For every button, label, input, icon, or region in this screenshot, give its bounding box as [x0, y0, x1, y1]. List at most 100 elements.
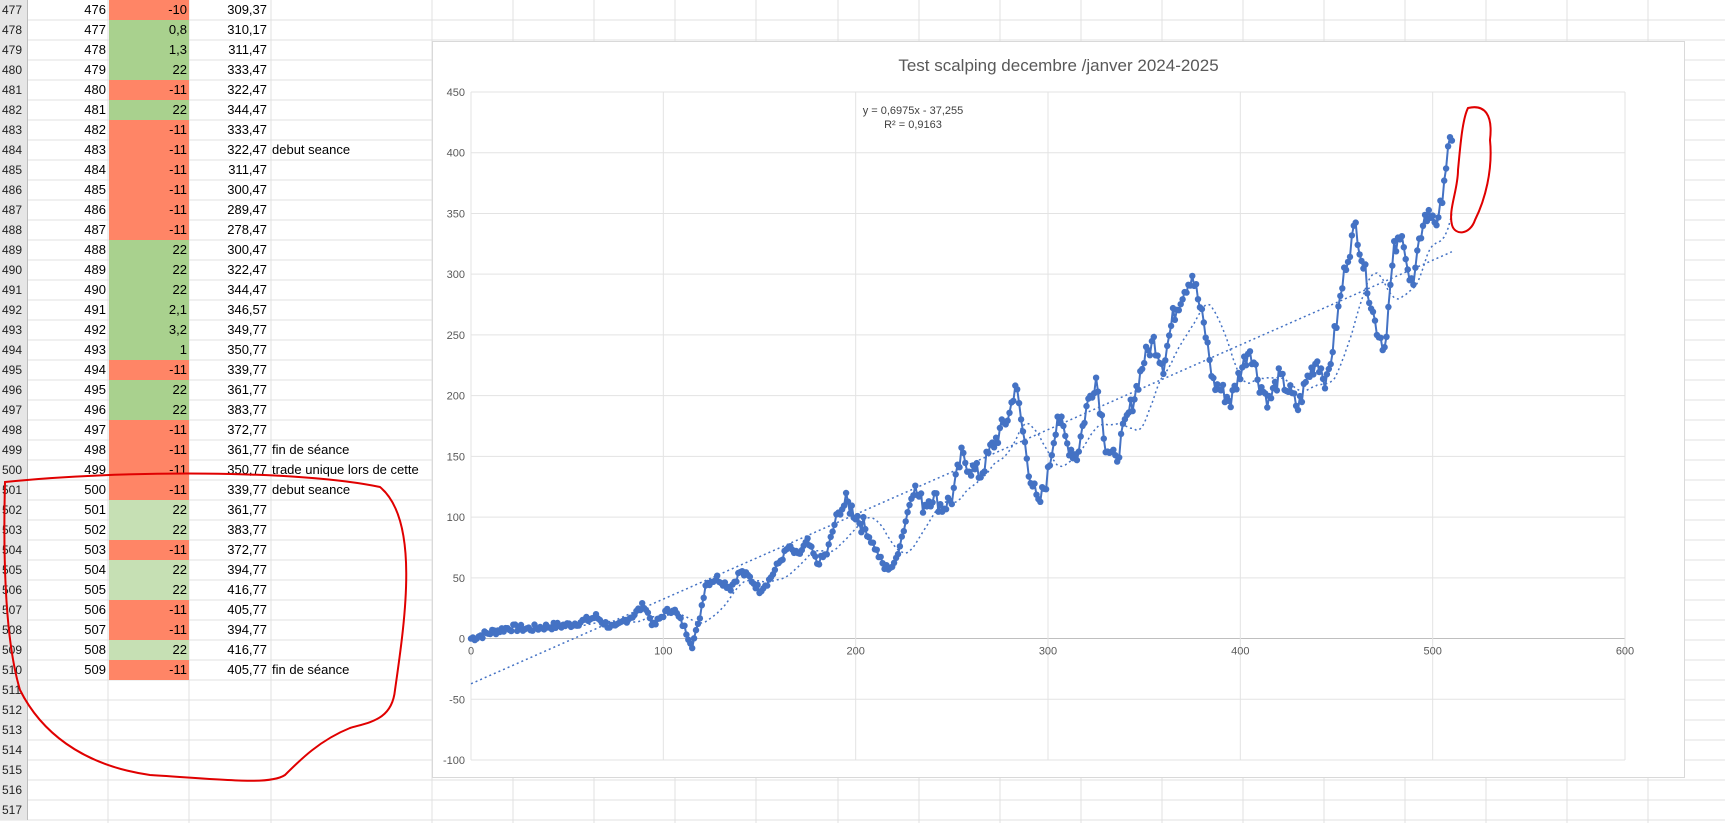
cell-result[interactable]: -11 — [109, 80, 189, 100]
cell-cumulative[interactable]: 333,47 — [227, 122, 267, 137]
cell-result[interactable]: 22 — [109, 400, 189, 420]
table-row[interactable]: 514 — [0, 740, 430, 760]
row-header[interactable]: 517 — [0, 800, 28, 820]
row-header[interactable]: 481 — [0, 80, 28, 100]
cell-cumulative[interactable]: 405,77 — [227, 662, 267, 677]
cell-cumulative[interactable]: 394,77 — [227, 622, 267, 637]
chart[interactable]: Test scalping decembre /janver 2024-2025… — [432, 41, 1685, 778]
table-row[interactable]: 491 490 22 344,47 — [0, 280, 430, 300]
cell-cumulative[interactable]: 350,77 — [227, 462, 267, 477]
table-row[interactable]: 507 506 -11 405,77 — [0, 600, 430, 620]
cell-index[interactable]: 507 — [84, 622, 106, 637]
table-row[interactable]: 508 507 -11 394,77 — [0, 620, 430, 640]
cell-index[interactable]: 488 — [84, 242, 106, 257]
row-header[interactable]: 505 — [0, 560, 28, 580]
row-header[interactable]: 511 — [0, 680, 28, 700]
row-header[interactable]: 482 — [0, 100, 28, 120]
table-row[interactable]: 502 501 22 361,77 — [0, 500, 430, 520]
cell-note[interactable]: fin de séance — [272, 442, 350, 457]
table-row[interactable]: 516 — [0, 780, 430, 800]
cell-index[interactable]: 476 — [84, 2, 106, 17]
table-row[interactable]: 497 496 22 383,77 — [0, 400, 430, 420]
cell-cumulative[interactable]: 322,47 — [227, 262, 267, 277]
cell-result[interactable]: -11 — [109, 660, 189, 680]
cell-cumulative[interactable]: 405,77 — [227, 602, 267, 617]
row-header[interactable]: 487 — [0, 200, 28, 220]
cell-index[interactable]: 486 — [84, 202, 106, 217]
cell-cumulative[interactable]: 394,77 — [227, 562, 267, 577]
cell-result[interactable]: 22 — [109, 240, 189, 260]
cell-cumulative[interactable]: 349,77 — [227, 322, 267, 337]
cell-result[interactable]: 22 — [109, 640, 189, 660]
row-header[interactable]: 506 — [0, 580, 28, 600]
cell-cumulative[interactable]: 289,47 — [227, 202, 267, 217]
cell-index[interactable]: 492 — [84, 322, 106, 337]
row-header[interactable]: 493 — [0, 320, 28, 340]
cell-result[interactable]: 2,1 — [109, 300, 189, 320]
table-row[interactable]: 488 487 -11 278,47 — [0, 220, 430, 240]
row-header[interactable]: 479 — [0, 40, 28, 60]
row-header[interactable]: 502 — [0, 500, 28, 520]
cell-cumulative[interactable]: 322,47 — [227, 82, 267, 97]
cell-cumulative[interactable]: 372,77 — [227, 542, 267, 557]
cell-note[interactable]: trade unique lors de cette — [272, 462, 419, 477]
row-header[interactable]: 491 — [0, 280, 28, 300]
row-header[interactable]: 516 — [0, 780, 28, 800]
table-row[interactable]: 513 — [0, 720, 430, 740]
cell-index[interactable]: 484 — [84, 162, 106, 177]
cell-index[interactable]: 477 — [84, 22, 106, 37]
table-row[interactable]: 486 485 -11 300,47 — [0, 180, 430, 200]
row-header[interactable]: 504 — [0, 540, 28, 560]
cell-result[interactable]: -11 — [109, 180, 189, 200]
cell-result[interactable]: 22 — [109, 100, 189, 120]
cell-index[interactable]: 506 — [84, 602, 106, 617]
row-header[interactable]: 480 — [0, 60, 28, 80]
table-row[interactable]: 482 481 22 344,47 — [0, 100, 430, 120]
cell-index[interactable]: 480 — [84, 82, 106, 97]
row-header[interactable]: 501 — [0, 480, 28, 500]
table-row[interactable]: 503 502 22 383,77 — [0, 520, 430, 540]
cell-index[interactable]: 496 — [84, 402, 106, 417]
cell-index[interactable]: 483 — [84, 142, 106, 157]
table-row[interactable]: 489 488 22 300,47 — [0, 240, 430, 260]
cell-index[interactable]: 482 — [84, 122, 106, 137]
cell-result[interactable]: -11 — [109, 440, 189, 460]
row-header[interactable]: 514 — [0, 740, 28, 760]
cell-cumulative[interactable]: 383,77 — [227, 402, 267, 417]
cell-cumulative[interactable]: 416,77 — [227, 642, 267, 657]
cell-index[interactable]: 509 — [84, 662, 106, 677]
cell-index[interactable]: 485 — [84, 182, 106, 197]
cell-cumulative[interactable]: 361,77 — [227, 442, 267, 457]
cell-result[interactable]: 22 — [109, 560, 189, 580]
cell-result[interactable]: 0,8 — [109, 20, 189, 40]
table-row[interactable]: 487 486 -11 289,47 — [0, 200, 430, 220]
row-header[interactable]: 509 — [0, 640, 28, 660]
cell-index[interactable]: 490 — [84, 282, 106, 297]
cell-cumulative[interactable]: 300,47 — [227, 182, 267, 197]
table-row[interactable]: 499 498 -11 361,77 fin de séance — [0, 440, 430, 460]
cell-index[interactable]: 497 — [84, 422, 106, 437]
table-row[interactable]: 505 504 22 394,77 — [0, 560, 430, 580]
row-header[interactable]: 507 — [0, 600, 28, 620]
table-row[interactable]: 500 499 -11 350,77 trade unique lors de cett… — [0, 460, 430, 480]
cell-index[interactable]: 493 — [84, 342, 106, 357]
table-row[interactable]: 496 495 22 361,77 — [0, 380, 430, 400]
cell-result[interactable]: -11 — [109, 420, 189, 440]
cell-cumulative[interactable]: 346,57 — [227, 302, 267, 317]
cell-cumulative[interactable]: 309,37 — [227, 2, 267, 17]
cell-index[interactable]: 491 — [84, 302, 106, 317]
table-row[interactable]: 480 479 22 333,47 — [0, 60, 430, 80]
cell-cumulative[interactable]: 361,77 — [227, 502, 267, 517]
cell-cumulative[interactable]: 416,77 — [227, 582, 267, 597]
row-header[interactable]: 485 — [0, 160, 28, 180]
row-header[interactable]: 494 — [0, 340, 28, 360]
cell-result[interactable]: -11 — [109, 620, 189, 640]
row-header[interactable]: 483 — [0, 120, 28, 140]
row-header[interactable]: 510 — [0, 660, 28, 680]
row-header[interactable]: 477 — [0, 0, 28, 20]
table-row[interactable]: 478 477 0,8 310,17 — [0, 20, 430, 40]
table-row[interactable]: 501 500 -11 339,77 debut seance — [0, 480, 430, 500]
cell-result[interactable]: 22 — [109, 380, 189, 400]
table-row[interactable]: 504 503 -11 372,77 — [0, 540, 430, 560]
cell-index[interactable]: 505 — [84, 582, 106, 597]
